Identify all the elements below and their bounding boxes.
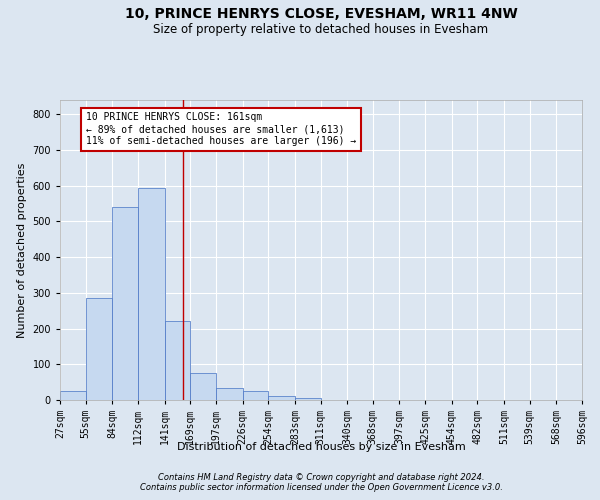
Text: Contains public sector information licensed under the Open Government Licence v3: Contains public sector information licen…	[140, 484, 502, 492]
Y-axis label: Number of detached properties: Number of detached properties	[17, 162, 27, 338]
Text: 10, PRINCE HENRYS CLOSE, EVESHAM, WR11 4NW: 10, PRINCE HENRYS CLOSE, EVESHAM, WR11 4…	[125, 8, 517, 22]
Bar	[164, 322, 190, 400]
Bar	[268, 396, 295, 400]
Text: Distribution of detached houses by size in Evesham: Distribution of detached houses by size …	[176, 442, 466, 452]
Text: 10 PRINCE HENRYS CLOSE: 161sqm
← 89% of detached houses are smaller (1,613)
11% : 10 PRINCE HENRYS CLOSE: 161sqm ← 89% of …	[86, 112, 356, 146]
Bar	[86, 298, 112, 400]
Bar	[190, 373, 216, 400]
Bar	[112, 207, 138, 400]
Text: Contains HM Land Registry data © Crown copyright and database right 2024.: Contains HM Land Registry data © Crown c…	[158, 472, 484, 482]
Bar	[60, 391, 86, 400]
Bar	[295, 398, 320, 400]
Bar	[242, 391, 268, 400]
Bar	[216, 388, 242, 400]
Bar	[138, 188, 164, 400]
Text: Size of property relative to detached houses in Evesham: Size of property relative to detached ho…	[154, 22, 488, 36]
